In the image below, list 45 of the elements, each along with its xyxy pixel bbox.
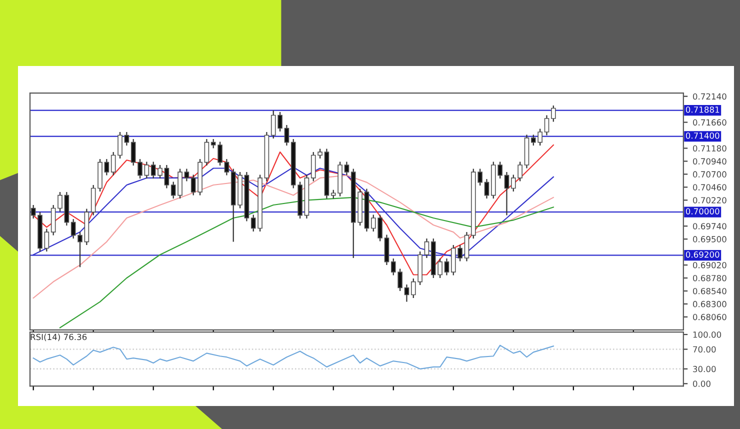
y-tick-label: 0.70940 <box>692 158 726 164</box>
y-tick-label: 0.68300 <box>692 300 726 308</box>
y-tick-label: 0.68060 <box>692 314 726 320</box>
line-series <box>32 344 554 370</box>
y-tick-label: 0.71180 <box>692 145 726 152</box>
ref-line-label: 0.69200 <box>686 251 720 258</box>
candlestick <box>204 138 210 166</box>
candlestick <box>404 284 410 302</box>
chart-title: RSI(14) 76.36 <box>30 334 87 342</box>
ref-line-label: 0.71881 <box>686 106 720 113</box>
candlestick <box>444 258 450 276</box>
ref-line-label: 0.71400 <box>686 132 720 139</box>
line-series <box>32 174 554 299</box>
candlestick <box>104 158 110 176</box>
y-tick-label: 0.00 <box>692 380 710 387</box>
candlestick <box>224 158 230 176</box>
y-tick-label: 100.00 <box>693 331 722 338</box>
candlestick <box>144 161 150 180</box>
y-tick-label: 0.68540 <box>692 288 726 294</box>
candlestick <box>504 171 510 216</box>
candlestick <box>184 168 190 182</box>
candlestick <box>284 124 290 146</box>
y-tick-label: 0.69740 <box>692 223 726 230</box>
y-tick-label: 0.70220 <box>692 197 726 204</box>
y-tick-label: 0.69500 <box>692 236 726 242</box>
candlestick <box>164 164 170 189</box>
candlestick <box>424 238 430 259</box>
y-tick-label: 0.71660 <box>692 119 726 126</box>
candlestick <box>44 228 50 252</box>
y-tick-label: 0.70460 <box>692 184 726 190</box>
y-tick-label: 0.69020 <box>692 262 726 268</box>
candlestick <box>484 178 490 200</box>
candlestick <box>344 161 350 176</box>
candlestick <box>124 131 130 146</box>
candlestick <box>384 234 390 266</box>
candlestick <box>550 104 556 122</box>
ref-line-label: 0.70000 <box>686 208 720 214</box>
candlestick <box>464 231 470 262</box>
y-tick-label: 0.72140 <box>692 93 726 100</box>
candlestick <box>544 114 550 136</box>
line-series <box>59 196 554 328</box>
y-tick-label: 0.70700 <box>692 171 726 178</box>
y-tick-label: 0.68780 <box>692 274 726 282</box>
y-tick-label: 30.00 <box>693 366 716 372</box>
y-tick-label: 70.00 <box>693 346 716 353</box>
